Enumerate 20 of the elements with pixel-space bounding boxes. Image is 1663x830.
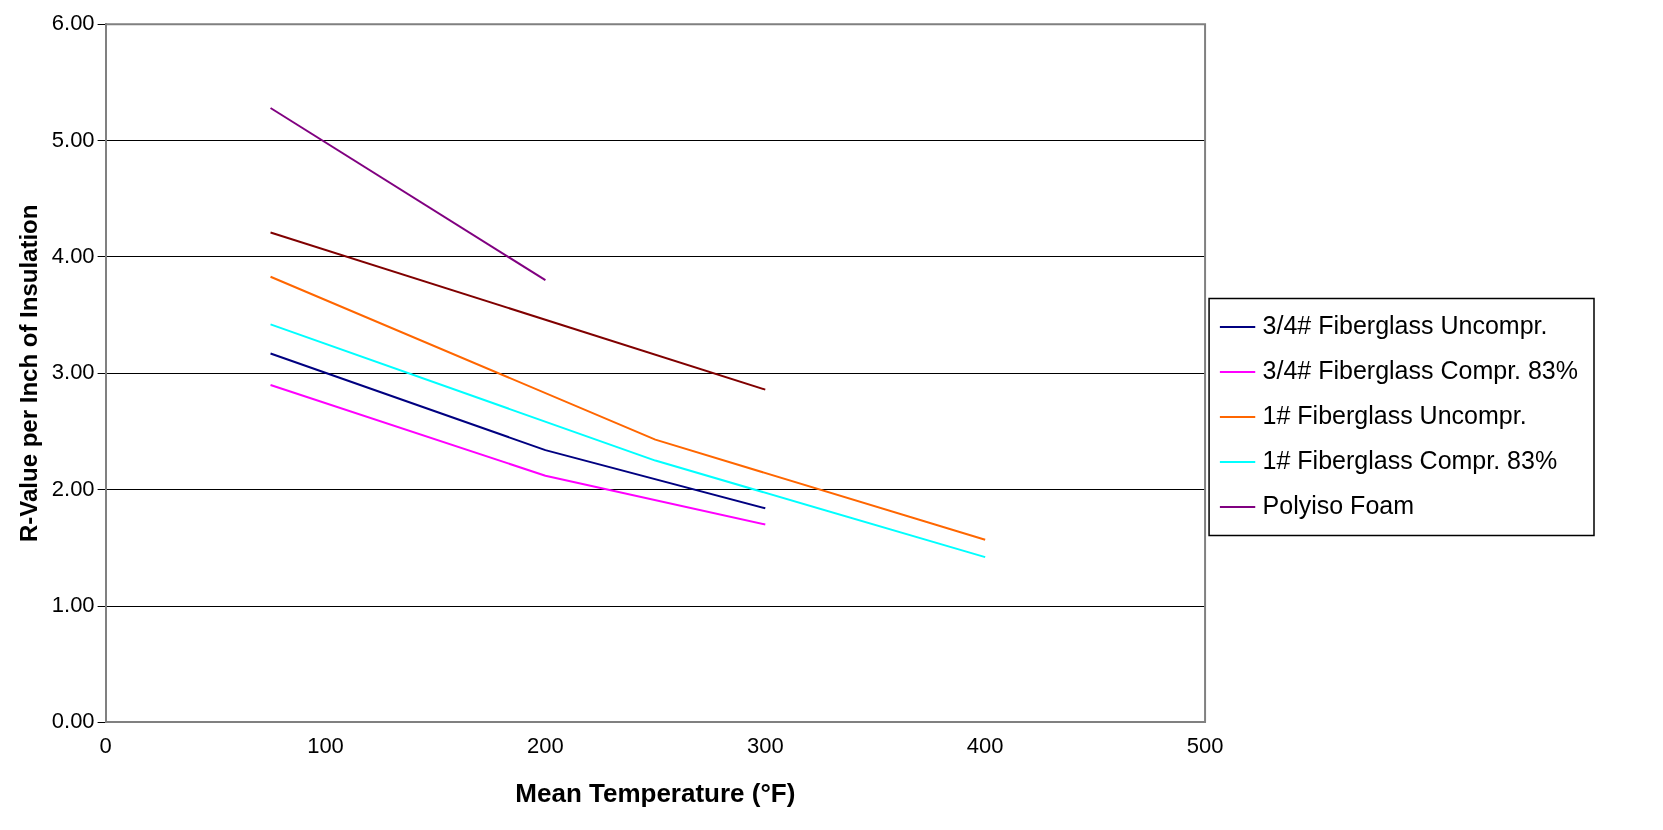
x-tick-label: 0 <box>99 732 112 758</box>
y-tick-label: 1.00 <box>51 592 95 618</box>
x-tick-label: 400 <box>966 732 1004 758</box>
y-tick-label: 3.00 <box>51 359 95 385</box>
legend-label: 1# Fiberglass Uncompr. <box>1262 400 1527 429</box>
legend-label: Polyiso Foam <box>1262 490 1415 519</box>
x-tick-label: 300 <box>746 732 784 758</box>
legend-label: 3/4# Fiberglass Uncompr. <box>1262 310 1548 339</box>
x-tick-label: 200 <box>527 732 564 758</box>
x-tick-label: 100 <box>307 732 344 758</box>
y-tick-label: 5.00 <box>51 126 95 152</box>
y-tick-label: 4.00 <box>51 243 95 268</box>
y-axis-title: R-Value per Inch of Insulation <box>15 204 43 542</box>
legend-label: 3/4# Fiberglass Compr. 83% <box>1262 355 1579 384</box>
legend-label: 1# Fiberglass Compr. 83% <box>1262 445 1558 474</box>
y-tick-label: 2.00 <box>51 475 95 501</box>
y-tick-label: 0.00 <box>51 708 95 734</box>
x-tick-label: 500 <box>1186 732 1224 758</box>
y-tick-label: 6.00 <box>51 10 95 36</box>
x-axis-title: Mean Temperature (°F) <box>515 777 796 808</box>
